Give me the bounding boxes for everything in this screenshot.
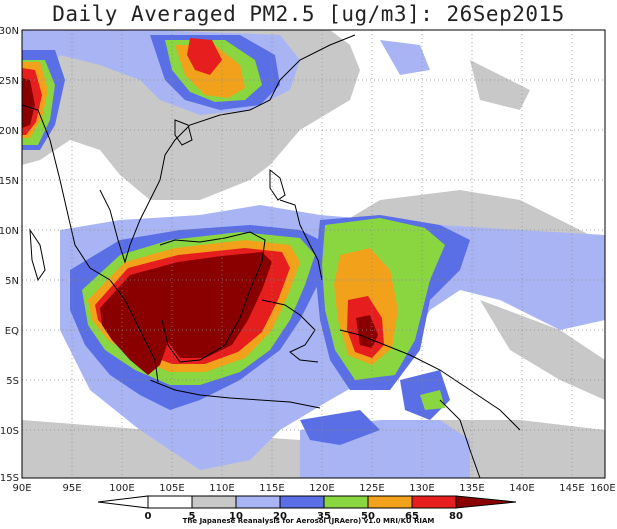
lat-label: 30N (0, 26, 19, 37)
colorbar-segment (411, 495, 457, 509)
lon-label: 120E (309, 483, 334, 494)
colorbar-segment (235, 495, 281, 509)
map-title: Daily Averaged PM2.5 [ug/m3]: 26Sep2015 (52, 2, 565, 26)
lat-label: 15N (0, 176, 19, 187)
lon-label: 110E (209, 483, 234, 494)
lon-label: 90E (12, 483, 31, 494)
lon-label: 145E (559, 483, 584, 494)
colorbar-label: 20 (273, 511, 287, 522)
lat-label: 20N (0, 126, 19, 137)
map-frame (21, 29, 606, 479)
lon-label: 100E (109, 483, 134, 494)
colorbar-label: 50 (361, 511, 375, 522)
lat-label: 5N (5, 276, 19, 287)
colorbar-segment (455, 495, 517, 509)
colorbar-label: 80 (449, 511, 463, 522)
colorbar: 0 5 10 20 35 50 65 80 (97, 495, 517, 522)
graticule (22, 30, 605, 478)
lon-label: 125E (359, 483, 384, 494)
lat-label: 5S (6, 376, 19, 387)
credit-line: The Japanese Reanalysis for Aerosol (JRA… (182, 517, 435, 525)
colorbar-label: 35 (317, 511, 331, 522)
lat-label: 10N (0, 226, 19, 237)
coastlines (22, 34, 521, 478)
lat-label: 10S (0, 426, 19, 437)
colorbar-segment (97, 495, 149, 509)
colorbar-segment (367, 495, 413, 509)
lon-label: 105E (159, 483, 184, 494)
colorbar-label: 0 (145, 511, 152, 522)
lon-label: 160E (590, 483, 615, 494)
lon-label: 135E (459, 483, 484, 494)
colorbar-segment (323, 495, 369, 509)
lon-label: 115E (259, 483, 284, 494)
colorbar-segment (279, 495, 325, 509)
colorbar-label: 5 (189, 511, 196, 522)
colorbar-segment (147, 495, 193, 509)
lon-label: 140E (509, 483, 534, 494)
lon-label: 130E (409, 483, 434, 494)
colorbar-segment (191, 495, 237, 509)
colorbar-label: 65 (405, 511, 419, 522)
lat-label: 25N (0, 76, 19, 87)
lon-label: 95E (62, 483, 81, 494)
lat-label: 15S (0, 473, 19, 484)
colorbar-label: 10 (229, 511, 243, 522)
lat-label: EQ (5, 326, 19, 337)
pm25-field (22, 30, 605, 478)
